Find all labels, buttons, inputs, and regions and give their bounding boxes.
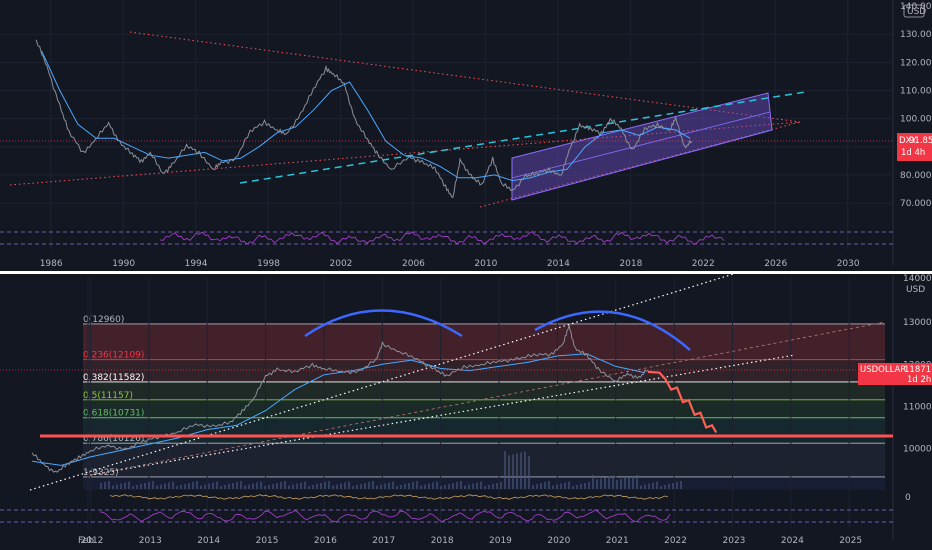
dxy-x-tick: 2018 <box>619 259 642 269</box>
usd-x-tick: 2022 <box>664 536 687 546</box>
usd-x-tick: 2019 <box>489 536 512 546</box>
right-top-arc[interactable] <box>534 310 691 351</box>
dxy-x-tick: 2002 <box>330 259 353 269</box>
usd-osc-zero-tick: 0 <box>905 493 911 503</box>
fib-band <box>83 399 885 418</box>
dxy-x-tick: 2010 <box>474 259 497 269</box>
dxy-x-tick: 1994 <box>185 259 208 269</box>
fib-band <box>83 443 885 477</box>
usd-x-tick: 2016 <box>314 536 337 546</box>
dxy-x-tick: 2014 <box>547 259 570 269</box>
dxy-price-series[interactable] <box>35 39 693 199</box>
dxy-y-tick: 120.000 <box>900 58 932 68</box>
fib-level-label: 0.618(10731) <box>83 409 144 419</box>
fib-level-label: 0.236(12109) <box>83 351 144 361</box>
usd-grid <box>87 275 894 540</box>
dxy-last-value-tag[interactable] <box>897 133 932 161</box>
bearish-projection-path[interactable] <box>647 370 718 434</box>
usd-price-series[interactable] <box>31 324 649 473</box>
dxy-y-tick: 110.000 <box>900 87 932 97</box>
dxy-last-value: 91.859 <box>909 136 932 146</box>
fib-band <box>83 476 885 490</box>
dxy-x-tick: 1986 <box>40 259 63 269</box>
triangle-upper-line[interactable] <box>129 31 801 123</box>
left-top-arc[interactable] <box>304 309 463 338</box>
usd-rsi-line <box>99 509 671 523</box>
usd-top-partial-tick: 14000 <box>903 274 932 284</box>
dxy-y-tick: 130.000 <box>900 30 932 40</box>
usd-x-tick: 2024 <box>781 536 804 546</box>
fib-level-label: 0(12960) <box>83 315 124 325</box>
dxy-x-tick: 2022 <box>692 259 715 269</box>
usd-currency-badge: USD <box>906 285 925 295</box>
usd-x-tick: 2025 <box>839 536 862 546</box>
dxy-y-tick: 100.000 <box>900 115 932 125</box>
fib-level-label: 1(9325) <box>83 468 119 478</box>
channel-midline <box>511 111 771 179</box>
usd-moving-average <box>32 353 646 466</box>
usdollar-pane[interactable]: 0(12960) 0.236(12109) 0.382(11582) 0.5(1115… <box>0 271 932 546</box>
dxy-currency-badge: USD <box>907 7 926 17</box>
dxy-currency-badge-box[interactable] <box>903 4 925 18</box>
usd-x-tick: 2020 <box>547 536 570 546</box>
usd-y-tick: 10000 <box>903 445 932 455</box>
usd-y-tick: 13000 <box>903 318 932 328</box>
dxy-rsi-line <box>159 230 725 246</box>
dxy-y-tick: 70.000 <box>900 199 932 209</box>
dxy-top-partial-tick: 140.000 <box>900 2 932 12</box>
dxy-grid <box>0 0 894 265</box>
dxy-x-tick: 1990 <box>112 259 135 269</box>
usd-last-value-tag[interactable] <box>858 363 932 385</box>
usd-x-tick: 2017 <box>372 536 395 546</box>
triangle-lower-line[interactable] <box>9 121 801 186</box>
fib-band <box>83 323 885 360</box>
fib-level-label: 0.382(11582) <box>83 373 144 383</box>
usd-volume <box>100 451 682 489</box>
usd-x-tick: 2021 <box>606 536 629 546</box>
fib-band <box>83 381 885 400</box>
dxy-moving-average <box>41 50 691 182</box>
fib-level-label: 0.5(11157) <box>83 391 133 401</box>
usd-countdown: 1d 2h <box>907 375 931 385</box>
dxy-countdown: 1d 4h <box>901 148 925 158</box>
usd-x-tick: 2014 <box>197 536 220 546</box>
regression-channel[interactable] <box>511 92 773 201</box>
dxy-x-tick: 2026 <box>764 259 787 269</box>
pane-separator[interactable] <box>0 271 932 274</box>
dxy-x-tick: 2006 <box>402 259 425 269</box>
usd-x-tick: 2023 <box>723 536 746 546</box>
dxy-pane[interactable]: 130.000120.000110.000100.00090.00080.000… <box>0 0 932 269</box>
dxy-symbol-label: DXY <box>899 136 917 146</box>
dxy-x-tick: 2030 <box>837 259 860 269</box>
dxy-time-axis[interactable]: 1986 1990 1994 1998 2002 2006 2010 2014 2018 2022… <box>40 259 860 269</box>
usd-x-tick: Feb <box>78 536 94 546</box>
dxy-x-tick: 1998 <box>257 259 280 269</box>
usd-x-tick: 2018 <box>431 536 454 546</box>
fibonacci-retracement[interactable]: 0(12960) 0.236(12109) 0.382(11582) 0.5(1115… <box>83 315 885 490</box>
support-dotted-line[interactable] <box>479 121 801 208</box>
fib-band <box>83 359 885 382</box>
usd-x-tick: 2013 <box>139 536 162 546</box>
dashed-channel-line <box>89 321 886 476</box>
usd-symbol-label: USDOLLAR <box>860 365 906 375</box>
usd-x-tick: 2012 <box>81 536 104 546</box>
usd-y-tick: 11000 <box>903 402 932 412</box>
usd-x-tick: 2015 <box>256 536 279 546</box>
usd-last-value: 11871 <box>904 365 931 375</box>
fib-level-label: 0.786(10126) <box>83 434 144 444</box>
usd-oscillator-line <box>109 494 669 500</box>
fib-band <box>83 417 885 444</box>
dxy-y-tick: 80.000 <box>900 171 932 181</box>
